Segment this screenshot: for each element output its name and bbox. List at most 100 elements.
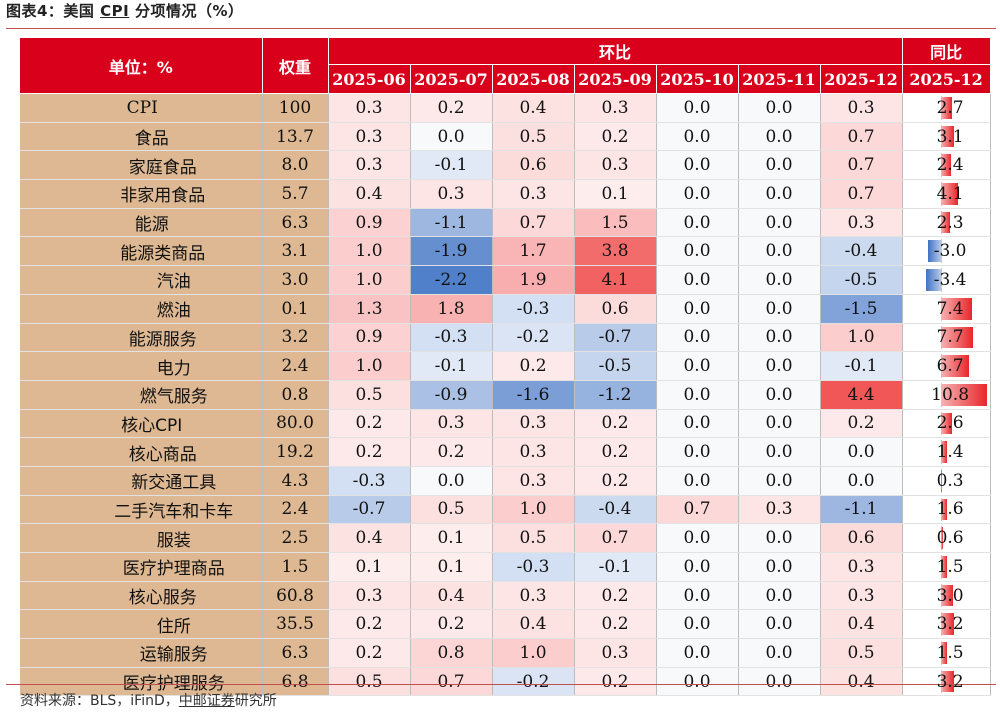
- mom-cell: 0.0: [656, 179, 739, 209]
- row-weight: 0.1: [262, 294, 329, 324]
- mom-cell: 0.7: [574, 523, 657, 553]
- row-label: 燃气服务: [20, 380, 263, 410]
- source-note: 资料来源：BLS，iFinD，中邮证券研究所: [20, 693, 277, 709]
- weight-header: 权重: [262, 38, 329, 94]
- row-weight: 2.4: [262, 351, 329, 381]
- mom-cell: 0.3: [410, 179, 493, 209]
- yoy-value: 3.2: [936, 614, 964, 635]
- mom-cell: 0.0: [656, 552, 739, 582]
- table-row: 新交通工具 4.3 -0.3 0.0 0.3 0.2 0.0 0.0 0.0 0.3: [20, 466, 991, 496]
- table-row: 非家用食品 5.7 0.4 0.3 0.3 0.1 0.0 0.0 0.7 4.1: [20, 179, 991, 209]
- yoy-cell: 0.6: [902, 523, 991, 553]
- table-row: 核心CPI 80.0 0.2 0.3 0.3 0.2 0.0 0.0 0.2 2.6: [20, 408, 991, 439]
- month-header: 2025-12: [820, 64, 903, 94]
- mom-cell: 0.0: [738, 265, 821, 295]
- row-weight: 3.2: [262, 323, 329, 353]
- yoy-bar: [940, 297, 973, 320]
- row-weight: 6.8: [262, 667, 329, 697]
- mom-cell: 0.7: [820, 150, 903, 181]
- yoy-cell: 1.5: [902, 552, 991, 582]
- mom-cell: -1.6: [492, 380, 575, 410]
- mom-cell: 0.4: [328, 523, 411, 553]
- yoy-value: 10.8: [931, 384, 970, 405]
- mom-cell: 0.0: [656, 122, 739, 152]
- row-label: 二手汽车和卡车: [20, 495, 263, 525]
- row-weight: 4.3: [262, 466, 329, 496]
- mom-cell: 0.0: [656, 294, 739, 324]
- mom-cell: 1.0: [492, 495, 575, 525]
- mom-cell: 0.9: [328, 323, 411, 353]
- yoy-value: 4.1: [936, 183, 964, 204]
- table-row: 二手汽车和卡车 2.4 -0.7 0.5 1.0 -0.4 0.7 0.3 -1.1 1.6: [20, 495, 991, 525]
- yoy-cell: 3.2: [902, 609, 991, 640]
- row-label: 汽油: [20, 265, 263, 295]
- row-weight: 80.0: [262, 408, 329, 439]
- title-cpi-link: CPI: [100, 2, 130, 20]
- mom-cell: 0.0: [656, 380, 739, 410]
- mom-cell: 0.0: [738, 93, 821, 123]
- yoy-value: 0.6: [936, 528, 964, 549]
- mom-cell: 0.3: [328, 581, 411, 611]
- row-weight: 35.5: [262, 609, 329, 640]
- mom-cell: -2.2: [410, 265, 493, 295]
- mom-cell: -0.2: [492, 667, 575, 697]
- mom-cell: 0.0: [738, 122, 821, 152]
- table-row: 食品 13.7 0.3 0.0 0.5 0.2 0.0 0.0 0.7 3.1: [20, 122, 991, 152]
- mom-cell: 0.3: [328, 150, 411, 181]
- cpi-table: 单位：% 权重 环比 同比 2025-06 2025-07 2025-08 20…: [20, 38, 991, 697]
- mom-cell: 0.3: [328, 93, 411, 123]
- mom-cell: 0.0: [738, 408, 821, 439]
- mom-cell: 0.3: [820, 93, 903, 123]
- source-brand: 中邮证券: [178, 693, 235, 709]
- yoy-value: 2.7: [936, 97, 964, 118]
- mom-cell: 0.6: [492, 150, 575, 181]
- mom-cell: 0.0: [410, 466, 493, 496]
- mom-cell: 0.4: [492, 609, 575, 640]
- mom-cell: 0.2: [328, 408, 411, 439]
- mom-cell: 0.7: [656, 495, 739, 525]
- mom-cell: 0.0: [820, 437, 903, 467]
- yoy-bar: [940, 326, 974, 349]
- yoy-cell: 3.2: [902, 667, 991, 697]
- mom-cell: 0.0: [738, 552, 821, 582]
- mom-cell: 0.0: [656, 638, 739, 668]
- row-weight: 3.1: [262, 236, 329, 267]
- mom-cell: 0.0: [656, 581, 739, 611]
- mom-cell: 0.0: [738, 667, 821, 697]
- mom-cell: 0.2: [328, 638, 411, 668]
- yoy-bar: [940, 97, 953, 119]
- mom-cell: 0.6: [820, 523, 903, 553]
- mom-cell: -1.2: [574, 380, 657, 410]
- mom-cell: 1.0: [492, 638, 575, 668]
- mom-cell: -0.3: [492, 552, 575, 582]
- yoy-value: 1.4: [936, 442, 964, 463]
- mom-cell: 0.0: [738, 236, 821, 267]
- yoy-bar: [940, 383, 987, 406]
- mom-cell: 0.0: [656, 466, 739, 496]
- yoy-bar: [940, 527, 944, 549]
- row-label: CPI: [20, 93, 263, 123]
- row-weight: 2.4: [262, 495, 329, 525]
- figure-title: 图表4：美国 CPI 分项情况（%）: [6, 2, 244, 20]
- mom-cell: 0.5: [328, 380, 411, 410]
- yoy-cell: 0.3: [902, 466, 991, 496]
- mom-cell: 1.5: [574, 208, 657, 238]
- month-header: 2025-06: [328, 64, 411, 94]
- table-row: 燃气服务 0.8 0.5 -0.9 -1.6 -1.2 0.0 0.0 4.4 10.8: [20, 380, 991, 410]
- mom-cell: 0.4: [410, 581, 493, 611]
- mom-cell: 0.0: [656, 208, 739, 238]
- yoy-bar: [940, 125, 954, 148]
- yoy-value: 0.3: [936, 470, 964, 491]
- mom-cell: 0.0: [738, 437, 821, 467]
- mom-cell: -0.7: [328, 495, 411, 525]
- mom-cell: 0.0: [738, 323, 821, 353]
- row-weight: 3.0: [262, 265, 329, 295]
- mom-cell: 0.0: [738, 523, 821, 553]
- mom-cell: 0.6: [574, 294, 657, 324]
- yoy-cell: 7.4: [902, 294, 991, 324]
- mom-cell: 0.3: [328, 122, 411, 152]
- mom-cell: 0.2: [574, 437, 657, 467]
- month-header: 2025-09: [574, 64, 657, 94]
- mom-cell: 0.7: [410, 667, 493, 697]
- mom-cell: 0.2: [574, 667, 657, 697]
